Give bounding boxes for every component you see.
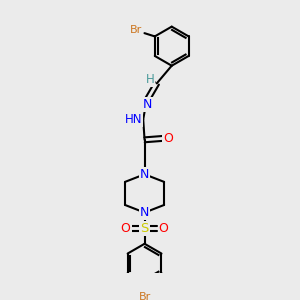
Text: N: N <box>140 168 149 181</box>
Text: Br: Br <box>138 292 151 300</box>
Text: N: N <box>140 206 149 219</box>
Text: N: N <box>143 98 152 111</box>
Text: Br: Br <box>130 25 142 34</box>
Text: O: O <box>121 222 130 235</box>
Text: O: O <box>163 132 173 145</box>
Text: HN: HN <box>125 113 142 126</box>
Text: O: O <box>159 222 169 235</box>
Text: H: H <box>146 73 154 86</box>
Text: S: S <box>140 222 149 235</box>
